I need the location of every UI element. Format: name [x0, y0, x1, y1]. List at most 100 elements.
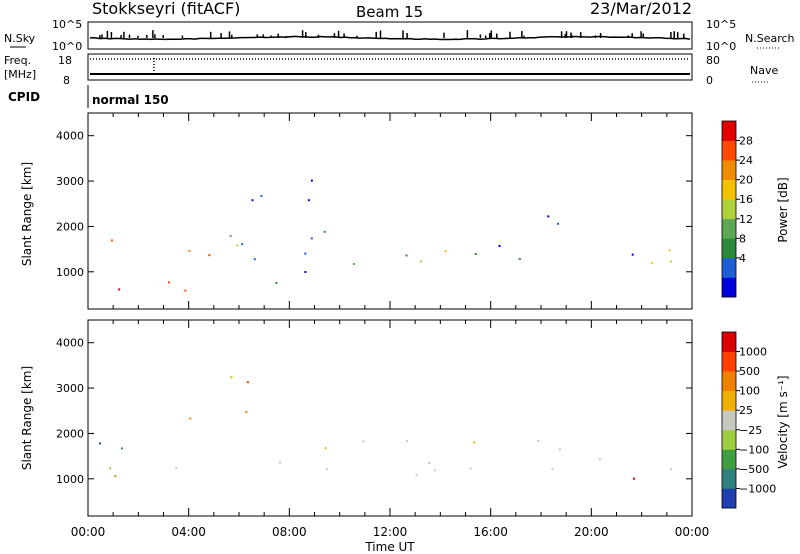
power-cell	[547, 215, 550, 218]
time-tick-label: 04:00	[171, 525, 206, 539]
power-ytick-label: 2000	[56, 220, 84, 233]
power-cell	[668, 249, 671, 252]
velocity-cell	[558, 448, 561, 451]
power-colorbar-tick-label: 4	[739, 252, 746, 265]
power-colorbar-tick-label: 20	[739, 174, 753, 187]
velocity-ytick-label: 1000	[56, 473, 84, 486]
power-y-ticks: 1000 2000 3000 4000	[56, 130, 692, 279]
velocity-colorbar-tick-label: 1000	[739, 346, 767, 359]
velocity-cell	[109, 467, 112, 470]
power-colorbar-segment	[722, 160, 736, 180]
power-ytick-label: 1000	[56, 266, 84, 279]
power-cell	[307, 199, 310, 202]
velocity-cell	[324, 447, 327, 450]
velocity-cell	[598, 458, 601, 461]
velocity-cell	[114, 475, 117, 478]
power-cell	[110, 239, 113, 242]
time-axis-title: Time UT	[364, 540, 415, 554]
velocity-colorbar-segment	[722, 488, 736, 509]
velocity-cell	[405, 440, 408, 443]
velocity-cell	[473, 441, 476, 444]
nave-label: Nave	[750, 64, 778, 77]
velocity-colorbar-tick-label: 500	[739, 365, 760, 378]
power-cell	[353, 263, 355, 265]
velocity-cell	[433, 469, 436, 472]
velocity-colorbar-segment	[722, 449, 736, 470]
power-cell	[651, 261, 654, 264]
power-cell	[631, 253, 634, 256]
velocity-cell	[246, 381, 249, 384]
power-colorbar-tick-label: 16	[739, 193, 753, 206]
velocity-cbar-label: Velocity [m s⁻¹]	[776, 375, 790, 468]
velocity-cell	[279, 461, 281, 464]
power-cell	[444, 250, 447, 253]
velocity-colorbar-segment	[722, 371, 736, 391]
station-title: Stokkseyri (fitACF)	[92, 0, 240, 18]
power-cell	[323, 230, 326, 233]
power-cbar-label: Power [dB]	[776, 177, 790, 242]
power-scatter	[110, 179, 672, 292]
velocity-colorbar-tick-label: −25	[739, 424, 762, 437]
power-cell	[669, 260, 672, 263]
nsky-spikes	[99, 30, 685, 38]
velocity-cell	[670, 468, 673, 471]
velocity-ytick-label: 3000	[56, 382, 84, 395]
velocity-colorbar-tick-label: 25	[739, 404, 753, 417]
time-tick-label: 08:00	[272, 525, 307, 539]
power-cell	[557, 222, 559, 225]
power-cell	[498, 245, 501, 247]
power-ytick-label: 3000	[56, 175, 84, 188]
velocity-colorbar-tick-label: 100	[739, 385, 760, 398]
velocity-colorbar-tick-label: −100	[739, 443, 769, 456]
velocity-cell	[120, 447, 123, 450]
freq-label-line2: [MHz]	[4, 68, 36, 81]
time-tick-label: 20:00	[574, 525, 609, 539]
power-cell	[253, 258, 256, 261]
velocity-cell	[428, 462, 431, 464]
freq-panel: Freq. [MHz] 18 8 80 0 Nave	[4, 53, 778, 87]
power-cell	[229, 235, 232, 238]
time-tick-label: 12:00	[373, 525, 408, 539]
nsearch-label: N.Search	[745, 32, 795, 45]
time-tick-label: 00:00	[675, 525, 710, 539]
cpid-label: CPID	[8, 90, 40, 104]
power-colorbar-segment	[722, 238, 736, 259]
velocity-colorbar-segment	[722, 332, 736, 352]
power-colorbar-segment	[722, 218, 736, 239]
power-x-ticks	[87, 113, 693, 309]
velocity-ytick-label: 2000	[56, 427, 84, 440]
velocity-cell	[551, 467, 554, 470]
nsky-tick-top-left: 10^5	[52, 18, 82, 31]
velocity-colorbar-segment	[722, 429, 736, 450]
velocity-cell	[633, 477, 635, 480]
power-cell	[275, 281, 278, 284]
velocity-cell	[537, 440, 540, 442]
time-axis-labels: 00:00 04:00 08:00 12:00 16:00 20:00 00:00	[71, 525, 710, 539]
nsky-label: N.Sky	[4, 32, 36, 45]
power-colorbar-tick-label: 28	[739, 135, 753, 148]
freq-tick-right-top: 80	[706, 54, 720, 67]
velocity-cell	[99, 442, 101, 445]
velocity-cell	[189, 417, 192, 420]
power-cell	[251, 199, 254, 202]
velocity-cell	[362, 440, 365, 443]
velocity-cell	[175, 467, 178, 470]
nsky-tick-top-right: 10^5	[706, 18, 736, 31]
nsky-panel: N.Sky 10^5 10^0 10^5 10^0 N.Search	[4, 18, 795, 53]
velocity-scatter	[99, 376, 673, 480]
power-cell	[474, 253, 477, 255]
velocity-cell	[415, 473, 418, 476]
velocity-colorbar-segment	[722, 351, 736, 372]
nsky-series-line	[89, 35, 691, 41]
velocity-cell	[325, 468, 328, 471]
power-cell	[188, 249, 191, 252]
date-title: 23/Mar/2012	[590, 0, 692, 18]
velocity-colorbar-tick-label: −500	[739, 463, 769, 476]
velocity-panel: 1000 2000 3000 4000 Slant Range [km] 1000 50…	[20, 319, 790, 517]
cpid-value: normal 150	[92, 93, 169, 107]
power-colorbar: 28 24 20 16 12 8 4	[721, 120, 753, 298]
power-colorbar-tick-label: 24	[739, 154, 753, 167]
freq-tick-left-top: 18	[58, 54, 72, 67]
nsky-tick-bottom-right: 10^0	[706, 40, 736, 53]
